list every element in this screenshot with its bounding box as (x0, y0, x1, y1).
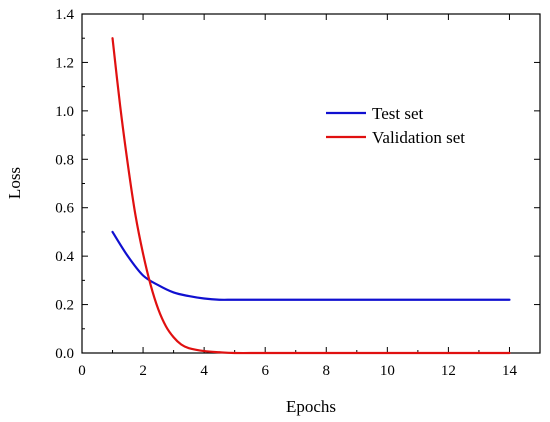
y-tick-label: 0.2 (55, 298, 74, 314)
legend-label: Validation set (372, 128, 465, 147)
x-axis-label: Epochs (286, 397, 336, 416)
legend: Test set Validation set (326, 104, 465, 147)
x-tick-label: 2 (139, 363, 147, 379)
legend-label: Test set (372, 104, 423, 123)
series-lines (111, 37, 511, 355)
y-axis-label: Loss (5, 167, 24, 199)
series-line-validation-set (111, 37, 511, 355)
axis-ticks: 0 2 4 6 8 10 12 14 0.0 0.2 0.4 0.6 0.8 1.0 1.2 1.4 (55, 7, 540, 379)
y-tick-label: 0.4 (55, 249, 74, 265)
x-tick-label: 4 (200, 363, 208, 379)
y-tick-label: 0.6 (55, 201, 74, 217)
x-tick-label: 14 (502, 363, 518, 379)
plot-frame (81, 13, 541, 354)
x-tick-label: 0 (78, 363, 86, 379)
y-tick-label: 0.8 (55, 152, 74, 168)
x-tick-label: 6 (261, 363, 269, 379)
y-tick-label: 0.0 (55, 346, 74, 362)
y-tick-label: 1.2 (55, 55, 74, 71)
x-tick-label: 12 (441, 363, 456, 379)
x-tick-label: 8 (323, 363, 331, 379)
series-line-test-set (111, 230, 511, 301)
x-tick-label: 10 (380, 363, 395, 379)
y-tick-label: 1.0 (55, 104, 74, 120)
y-tick-label: 1.4 (55, 7, 74, 23)
